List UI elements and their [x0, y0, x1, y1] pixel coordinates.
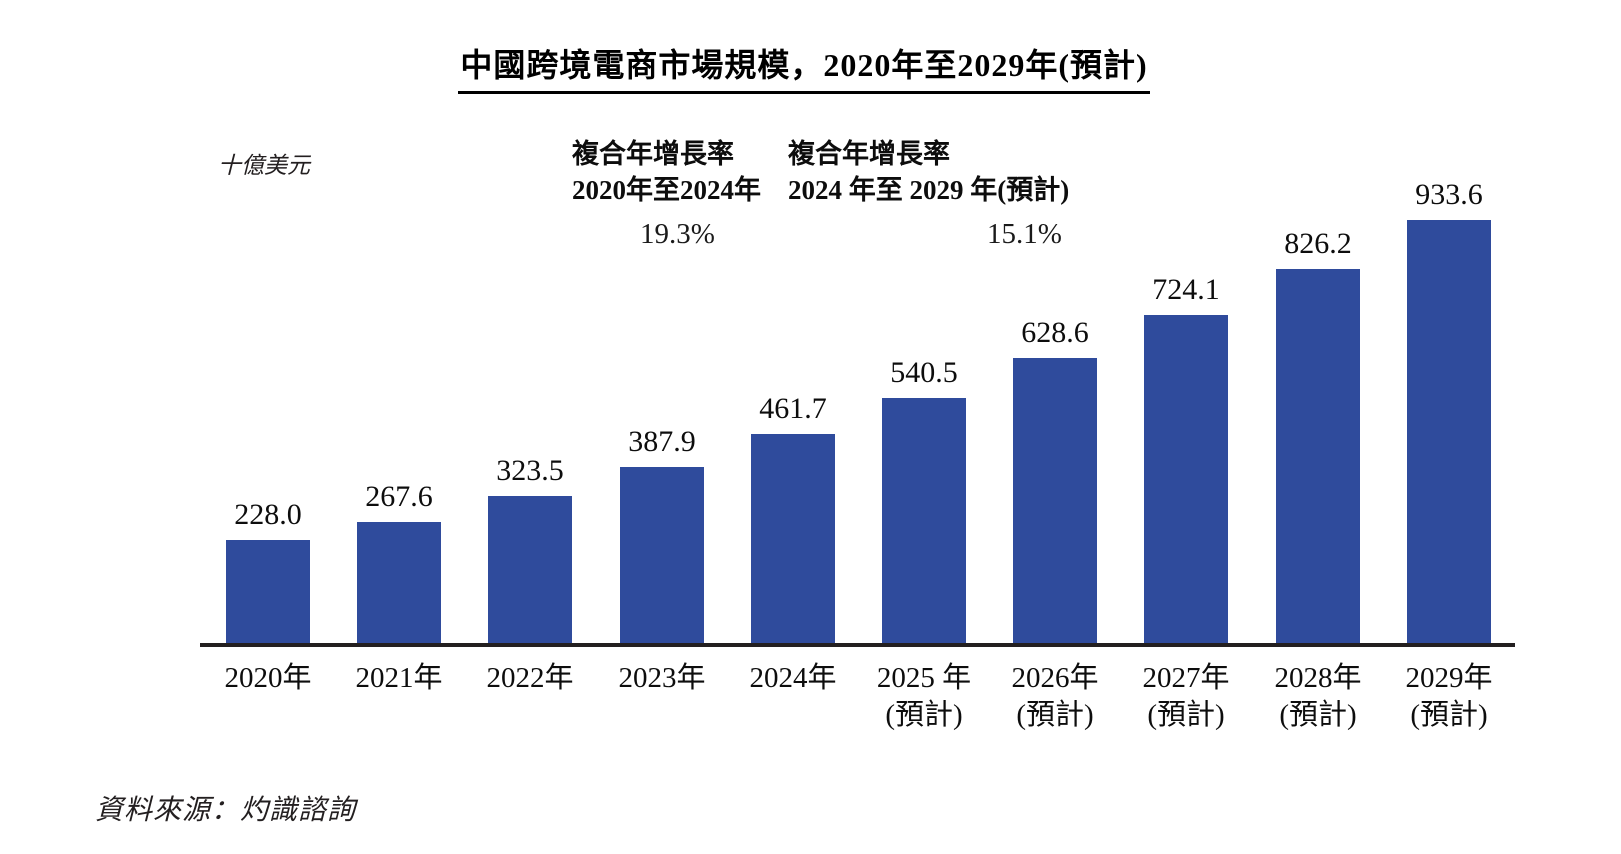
x-axis-label: 2020年 [224, 662, 312, 694]
source-note: 資料來源：灼識諮詢 [95, 795, 357, 826]
x-axis-sublabel: (預計) [1147, 699, 1225, 731]
bar [1276, 269, 1360, 643]
bar-value-label: 387.9 [628, 425, 696, 458]
bar-value-label: 826.2 [1284, 227, 1352, 260]
bar-value-label: 724.1 [1152, 273, 1220, 306]
chart-title-text: 中國跨境電商市場規模，2020年至2029年(預計) [458, 40, 1150, 94]
cagr-value-2024-2029: 15.1% [987, 218, 1062, 250]
bar-value-label: 461.7 [759, 392, 827, 425]
bar [620, 467, 704, 643]
bar [1013, 358, 1097, 643]
x-axis-label: 2026年 (預計) [965, 660, 1145, 734]
cagr-annotation-line2: 2024 年至 2029 年(預計) [788, 175, 1070, 205]
x-axis-label: 2025 年 (預計) [834, 660, 1014, 734]
x-axis-label: 2029年 (預計) [1359, 660, 1539, 734]
cagr-annotation-line1: 複合年增長率 [572, 139, 734, 169]
x-axis-line [200, 643, 1515, 647]
x-axis-label: 2024年 [749, 662, 837, 694]
cagr-annotation-2024-2029: 複合年增長率 2024 年至 2029 年(預計) [788, 136, 1069, 208]
cagr-annotation-line1: 複合年增長率 [788, 139, 950, 169]
x-axis-label: 2028年 (預計) [1228, 660, 1408, 734]
bar [357, 522, 441, 643]
bar [751, 434, 835, 643]
bar [1144, 315, 1228, 643]
x-axis-sublabel: (預計) [1016, 699, 1094, 731]
cagr-value-2020-2024: 19.3% [640, 218, 715, 250]
bar-value-label: 228.0 [234, 498, 302, 531]
bar [1407, 220, 1491, 643]
x-axis-label: 2023年 [618, 662, 706, 694]
y-axis-unit-label: 十億美元 [218, 153, 310, 178]
cagr-annotation-line2: 2020年至2024年 [572, 175, 761, 205]
bar [882, 398, 966, 643]
bar-value-label: 267.6 [365, 480, 433, 513]
bar-value-label: 933.6 [1415, 178, 1483, 211]
bar [226, 540, 310, 643]
x-axis-label: 2022年 [486, 662, 574, 694]
chart-title: 中國跨境電商市場規模，2020年至2029年(預計) [433, 40, 1175, 94]
x-axis-label: 2021年 [355, 662, 443, 694]
x-axis-sublabel: (預計) [1279, 699, 1357, 731]
bar-value-label: 540.5 [890, 356, 958, 389]
bar [488, 496, 572, 643]
bar-value-label: 628.6 [1021, 316, 1089, 349]
x-axis-sublabel: (預計) [1410, 699, 1488, 731]
bar-value-label: 323.5 [496, 454, 564, 487]
x-axis-label: 2027年 (預計) [1096, 660, 1276, 734]
x-axis-sublabel: (預計) [885, 699, 963, 731]
cagr-annotation-2020-2024: 複合年增長率 2020年至2024年 [572, 136, 761, 208]
